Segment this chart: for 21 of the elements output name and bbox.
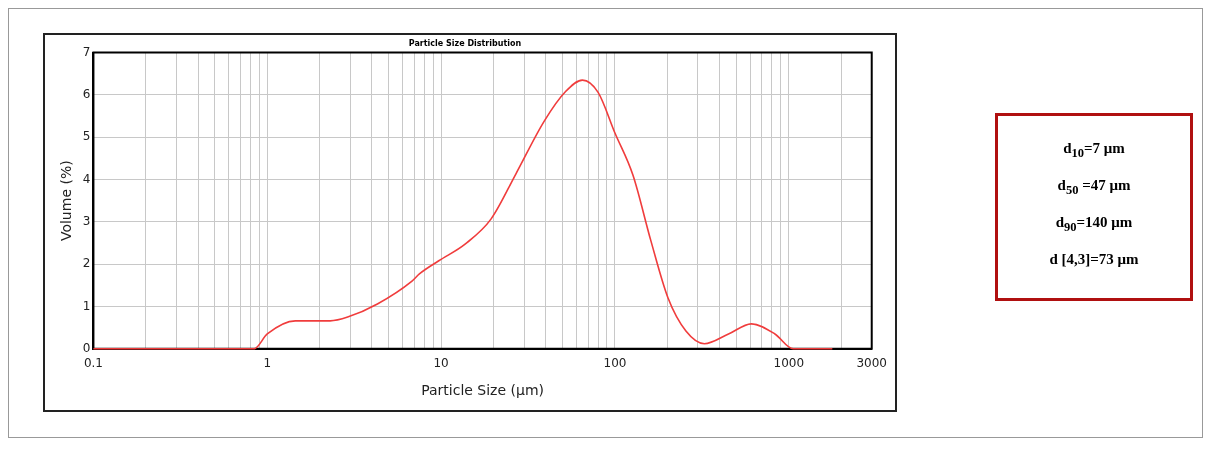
text: d$_{90}$=140 μm [1054, 214, 1134, 235]
text: d$_{10}$=7 μm [1062, 140, 1126, 161]
y-tick-label: 3 [82, 213, 91, 228]
x-tick-label: 1 [263, 356, 272, 371]
x-tick-label: 0.1 [83, 356, 103, 371]
x-tick-label: 100 [603, 356, 627, 371]
y-tick-label: 6 [82, 87, 91, 102]
x-tick-label: 3000 [856, 356, 887, 371]
y-axis-title: Volume (%) [58, 160, 75, 242]
y-tick-label: 4 [82, 171, 91, 186]
chart-title: Particle Size Distribution [408, 38, 522, 48]
text: d$_{50}$ =47 μm [1056, 177, 1132, 198]
y-tick-label: 1 [82, 298, 91, 313]
y-tick-label: 5 [82, 129, 91, 144]
x-tick-label: 10 [433, 356, 449, 371]
text: d [4,3]=73 μm [1048, 251, 1140, 268]
x-tick-label: 1000 [773, 356, 805, 371]
x-axis-title: Particle Size (μm) [421, 382, 544, 399]
y-tick-label: 0 [82, 340, 91, 355]
y-tick-label: 7 [82, 44, 91, 59]
y-tick-label: 2 [82, 256, 91, 271]
